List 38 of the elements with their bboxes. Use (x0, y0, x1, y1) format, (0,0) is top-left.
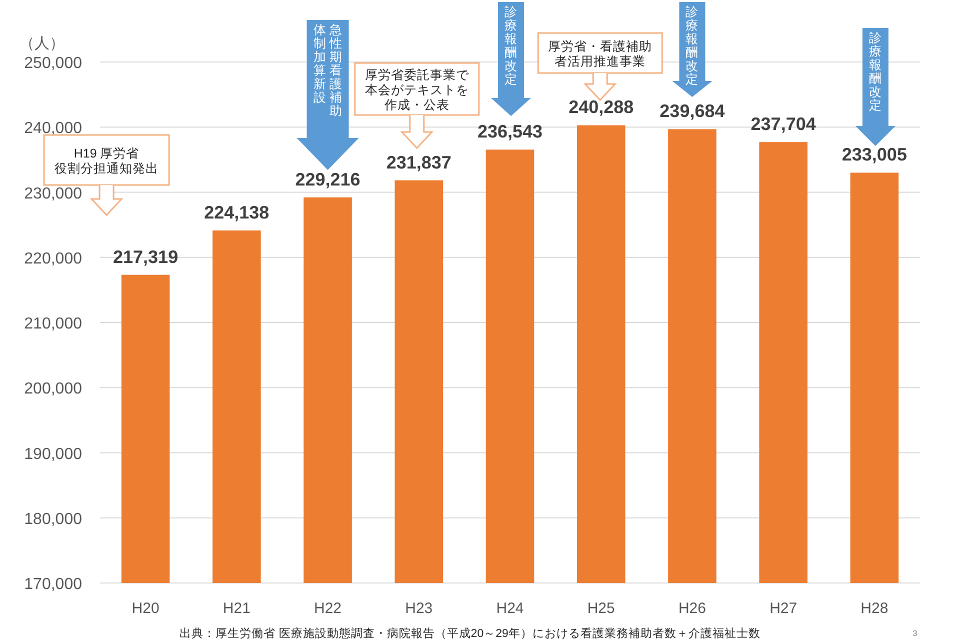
data-label: 237,704 (750, 114, 816, 134)
x-tick-label: H28 (860, 600, 888, 617)
x-tick-label: H25 (587, 600, 615, 617)
x-tick-label: H23 (405, 600, 433, 617)
x-tick-label: H22 (314, 600, 342, 617)
y-tick-label: 190,000 (24, 446, 82, 463)
annotation: 診療報酬改定 (868, 31, 882, 112)
annotation: 厚労省・看護補助者活用推進事業 (548, 40, 652, 68)
annotation: 体制加算新設 (313, 23, 326, 104)
data-label: 239,684 (660, 101, 725, 122)
y-tick-label: 210,000 (24, 316, 82, 332)
y-axis-title: （人） (20, 35, 64, 52)
y-tick-label: 230,000 (24, 185, 82, 202)
annotation: 診療報酬改定 (686, 5, 699, 86)
x-tick-label: H24 (496, 600, 524, 617)
data-label: 233,005 (842, 144, 907, 165)
annotation: 診療報酬改定 (504, 5, 518, 86)
x-tick-label: H20 (132, 600, 160, 617)
y-tick-label: 220,000 (24, 250, 82, 268)
annotation: 急性期看護補助 (328, 23, 342, 118)
y-tick-label: 180,000 (24, 510, 82, 528)
x-tick-label: H21 (222, 600, 250, 617)
x-tick-label: H26 (678, 600, 706, 617)
y-tick-label: 170,000 (24, 576, 82, 593)
y-tick-label: 200,000 (24, 380, 82, 398)
annotation: 厚労省委託事業で本会がテキストを作成・公表 (364, 68, 470, 112)
data-label: 217,319 (113, 246, 178, 267)
y-tick-label: 240,000 (24, 120, 82, 138)
data-label: 231,837 (386, 152, 452, 172)
data-label: 236,543 (477, 122, 543, 142)
source-note: 出典：厚生労働省 医療施設動態調査・病院報告（平成20～29年）における看護業務補助者数＋介護福祉士数 (180, 626, 760, 640)
annotation: H19 厚労省役割分担通知発出 (54, 146, 159, 176)
y-tick-label: 250,000 (24, 55, 82, 72)
text: 3 (912, 629, 918, 638)
data-label: 240,288 (568, 97, 634, 118)
data-label: 224,138 (204, 202, 270, 222)
data-label: 229,216 (295, 169, 360, 190)
x-tick-label: H27 (770, 600, 798, 617)
